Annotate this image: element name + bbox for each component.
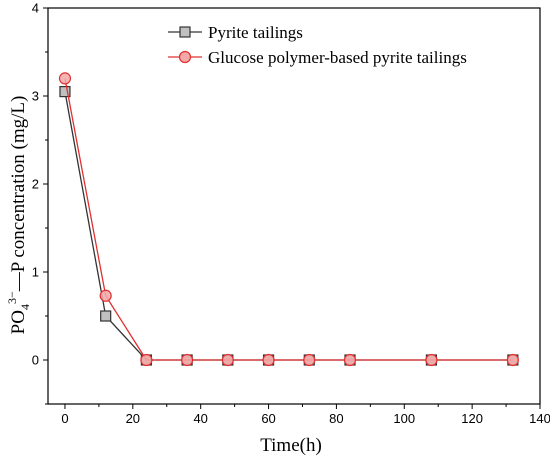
data-point <box>221 353 234 367</box>
series-line <box>64 78 513 361</box>
legend-item: Pyrite tailings <box>168 23 303 42</box>
y-axis-title-rest: —P concentration (mg/L) <box>8 96 29 293</box>
plot-border <box>47 7 541 405</box>
y-tick-label: 4 <box>32 1 39 16</box>
y-axis-title-subscript: 4 <box>18 304 32 310</box>
x-tick-label: 100 <box>393 411 415 426</box>
data-point <box>303 353 316 367</box>
x-tick-label: 80 <box>329 411 343 426</box>
series-1 <box>59 85 519 366</box>
data-point <box>100 310 112 322</box>
x-tick-label: 60 <box>261 411 275 426</box>
x-tick-label: 120 <box>461 411 483 426</box>
x-axis-ticks: 0 20 40 60 80 100 120 140 <box>61 404 550 426</box>
y-axis-title: PO43−—P concentration (mg/L) <box>5 96 32 335</box>
data-point <box>506 353 519 367</box>
data-point <box>181 353 194 367</box>
data-point <box>58 72 72 85</box>
y-axis-title-superscript: 3− <box>5 291 19 304</box>
legend-marker <box>179 26 191 38</box>
data-point <box>99 289 112 302</box>
data-point <box>262 353 275 367</box>
x-tick-label: 140 <box>529 411 550 426</box>
legend: Pyrite tailings Glucose polymer-based pyr… <box>168 23 467 67</box>
legend-label: Pyrite tailings <box>208 23 303 42</box>
legend-marker <box>178 50 192 64</box>
y-axis-ticks: 0 1 2 3 4 <box>32 1 48 405</box>
series-2 <box>58 72 519 367</box>
x-tick-label: 40 <box>193 411 207 426</box>
series-line <box>64 91 513 361</box>
y-tick-label: 1 <box>32 265 39 280</box>
data-point <box>425 353 438 367</box>
series-layer <box>58 72 519 367</box>
data-point <box>343 353 357 367</box>
x-tick-label: 0 <box>61 411 68 426</box>
legend-label: Glucose polymer-based pyrite tailings <box>208 48 467 67</box>
x-axis-title: Time(h) <box>260 435 322 456</box>
y-tick-label: 3 <box>32 89 39 104</box>
data-point <box>59 85 71 98</box>
plot-frame <box>47 7 541 405</box>
legend-item: Glucose polymer-based pyrite tailings <box>168 48 467 67</box>
y-axis-title-base: PO <box>8 310 29 334</box>
y-tick-label: 0 <box>32 353 39 368</box>
x-tick-label: 20 <box>126 411 140 426</box>
data-point <box>140 353 153 367</box>
y-tick-label: 2 <box>32 177 39 192</box>
